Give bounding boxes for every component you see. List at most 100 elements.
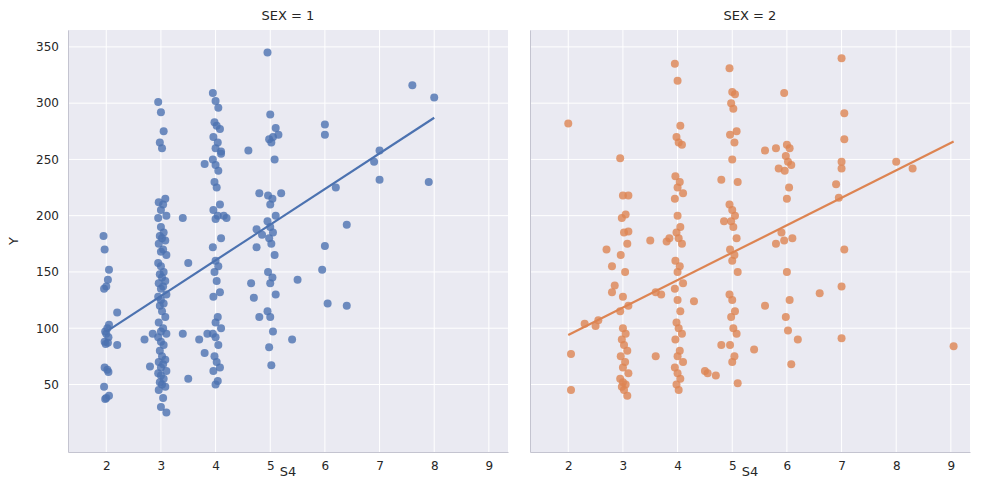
point — [216, 125, 224, 133]
point — [772, 144, 780, 152]
point — [271, 155, 279, 163]
plot-background — [530, 30, 970, 452]
point — [950, 342, 958, 350]
point — [343, 302, 351, 310]
point — [159, 394, 167, 402]
point — [892, 158, 900, 166]
point — [780, 236, 788, 244]
point — [321, 242, 329, 250]
point — [321, 121, 329, 129]
point — [624, 191, 632, 199]
point — [267, 361, 275, 369]
point — [255, 189, 263, 197]
tick-label: 350 — [36, 40, 59, 54]
point — [617, 251, 625, 259]
point — [162, 251, 170, 259]
x-axis-title: S4 — [742, 464, 759, 479]
point — [832, 180, 840, 188]
tick: 6 — [784, 452, 792, 473]
point — [623, 347, 631, 355]
grid-line — [896, 30, 897, 452]
point — [674, 77, 682, 85]
point — [794, 335, 802, 343]
point — [266, 200, 274, 208]
tick: 3 — [620, 452, 628, 473]
point — [184, 375, 192, 383]
point — [100, 232, 108, 240]
tick: 150 — [36, 265, 68, 279]
point — [624, 369, 632, 377]
point — [720, 217, 728, 225]
point — [781, 167, 789, 175]
point — [162, 409, 170, 417]
regression-line — [106, 118, 434, 332]
point — [787, 161, 795, 169]
point — [247, 279, 255, 287]
point — [690, 297, 698, 305]
point — [728, 155, 736, 163]
point — [157, 108, 165, 116]
tick-label: 150 — [36, 265, 59, 279]
y-axis: 50100150200250300350 — [36, 31, 68, 453]
panel-title: SEX = 1 — [262, 8, 315, 23]
point — [209, 367, 217, 375]
tick-label: 7 — [838, 459, 846, 473]
tick-label: 8 — [431, 459, 439, 473]
point — [104, 276, 112, 284]
point — [154, 214, 162, 222]
point — [909, 164, 917, 172]
point — [674, 268, 682, 276]
point — [101, 395, 109, 403]
point — [101, 245, 109, 253]
tick: 8 — [893, 452, 901, 473]
tick-label: 6 — [322, 459, 330, 473]
y-axis — [530, 31, 532, 453]
point — [734, 379, 742, 387]
tick-label: 300 — [36, 96, 59, 110]
panel: 23456789 — [530, 30, 971, 473]
point — [619, 293, 627, 301]
grid — [530, 30, 970, 452]
point — [201, 160, 209, 168]
tick: 7 — [376, 452, 384, 473]
grid-line — [324, 30, 325, 452]
point — [162, 330, 170, 338]
point — [786, 296, 794, 304]
point — [217, 324, 225, 332]
grid-line — [379, 30, 380, 452]
axis-line — [68, 31, 69, 453]
grid-line — [950, 30, 951, 452]
point — [266, 110, 274, 118]
point — [734, 178, 742, 186]
point — [679, 189, 687, 197]
point — [264, 49, 272, 57]
grid-line — [530, 384, 970, 385]
point — [216, 200, 224, 208]
chart: 2345678950100150200250300350SEX = 1S4Y23… — [0, 0, 984, 484]
point — [679, 358, 687, 366]
tick-label: 4 — [674, 459, 682, 473]
marks — [564, 54, 957, 400]
point — [671, 285, 679, 293]
tick-label: 2 — [103, 459, 111, 473]
point — [671, 195, 679, 203]
point — [704, 369, 712, 377]
point — [750, 346, 758, 354]
point — [102, 340, 110, 348]
point — [161, 313, 169, 321]
axis-line — [69, 452, 509, 453]
point — [780, 89, 788, 97]
tick-label: 6 — [784, 459, 792, 473]
point — [733, 330, 741, 338]
point — [727, 313, 735, 321]
point — [272, 290, 280, 298]
point — [255, 313, 263, 321]
tick: 250 — [36, 153, 68, 167]
point — [195, 335, 203, 343]
point — [761, 146, 769, 154]
point — [611, 281, 619, 289]
point — [678, 141, 686, 149]
tick-label: 3 — [620, 459, 628, 473]
point — [425, 178, 433, 186]
point — [271, 251, 279, 259]
